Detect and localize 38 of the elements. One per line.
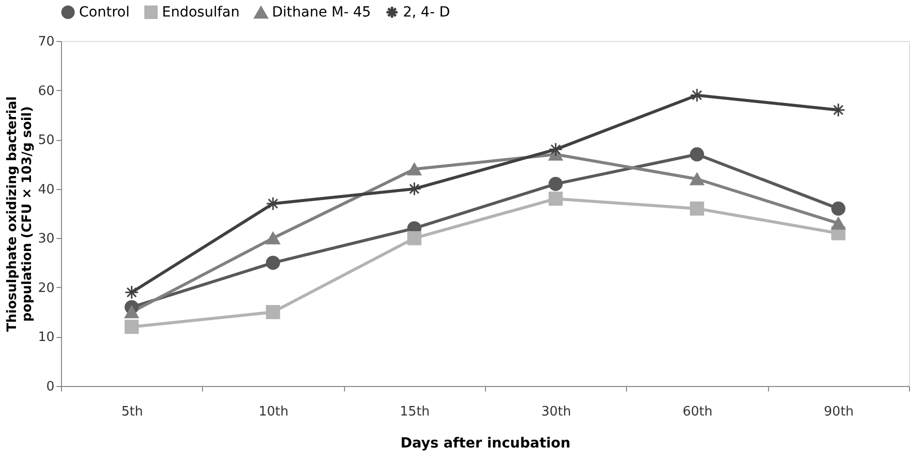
legend-label: Endosulfan <box>162 4 240 20</box>
point <box>266 304 280 320</box>
y-axis-title: Thiosulphate oxidizing bacterial population (CFU × 103/g soil) <box>4 96 35 332</box>
y-tick-label: 60 <box>38 84 54 99</box>
point <box>690 147 704 162</box>
point <box>831 202 846 216</box>
point <box>407 231 422 246</box>
point <box>124 285 139 300</box>
y-tick-label: 0 <box>46 380 54 394</box>
legend-label: Control <box>79 4 130 20</box>
point <box>548 176 563 191</box>
point <box>690 172 704 186</box>
y-tick-label: 20 <box>38 280 54 296</box>
x-tick-label: 30th <box>541 404 572 420</box>
point <box>407 182 422 196</box>
x-axis-title: Days after incubation <box>400 436 571 452</box>
y-tick-label: 70 <box>38 34 54 50</box>
point <box>831 102 846 118</box>
y-tick-label: 10 <box>38 330 54 346</box>
point <box>407 162 422 176</box>
x-tick-label: 15th <box>400 404 430 420</box>
x-tick-label: 10th <box>258 404 288 420</box>
point <box>548 142 563 157</box>
y-tick-label: 50 <box>38 133 54 148</box>
x-tick-label: 60th <box>682 404 712 420</box>
legend-label: Dithane M- 45 <box>272 4 371 21</box>
point <box>690 201 704 216</box>
point <box>124 306 139 318</box>
point <box>266 256 280 270</box>
point <box>266 232 280 244</box>
point <box>831 217 846 230</box>
y-tick-label: 30 <box>38 232 54 247</box>
x-tick-label: 90th <box>824 404 854 420</box>
point <box>124 320 139 334</box>
legend-label: 2, 4- D <box>403 4 450 20</box>
point <box>548 192 563 206</box>
x-tick-label: 5th <box>121 404 143 420</box>
y-tick-label: 40 <box>38 182 54 198</box>
